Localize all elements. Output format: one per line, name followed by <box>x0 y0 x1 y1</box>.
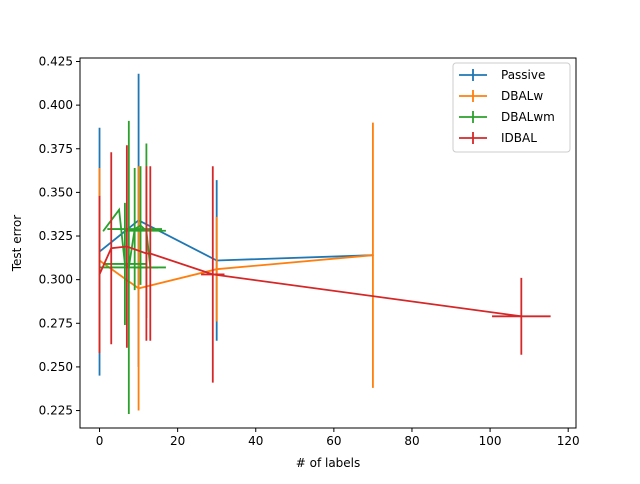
legend-label: DBALw <box>501 89 543 103</box>
y-tick-label: 0.375 <box>39 142 73 156</box>
data-point <box>520 315 523 318</box>
legend-item: Passive <box>459 68 545 82</box>
data-point <box>137 287 140 290</box>
data-point <box>139 224 142 227</box>
x-axis: 0 20 40 60 80 100 120 <box>96 428 580 448</box>
y-axis: 0.225 0.250 0.275 0.300 0.325 0.350 0.375 0.400… <box>39 54 80 418</box>
legend-item: IDBAL <box>459 131 537 145</box>
x-tick-label: 60 <box>326 434 341 448</box>
data-point <box>372 254 374 257</box>
x-tick-label: 20 <box>170 434 185 448</box>
data-point <box>145 252 148 255</box>
y-tick-label: 0.225 <box>39 404 73 418</box>
y-axis-label: Test error <box>10 215 24 273</box>
legend-label: IDBAL <box>501 131 537 145</box>
data-point <box>128 266 130 269</box>
data-point <box>126 245 128 248</box>
data-point <box>102 229 105 232</box>
legend-label: DBALwm <box>501 110 555 124</box>
data-point <box>118 209 120 211</box>
y-tick-label: 0.275 <box>39 316 73 330</box>
data-point <box>110 247 113 250</box>
y-tick-label: 0.325 <box>39 229 73 243</box>
x-tick-label: 0 <box>96 434 104 448</box>
legend-item: DBALwm <box>459 110 555 124</box>
legend-item: DBALw <box>459 89 543 103</box>
y-tick-label: 0.250 <box>39 360 73 374</box>
data-point <box>133 228 136 230</box>
data-point <box>124 263 126 265</box>
data-point <box>215 268 218 270</box>
x-tick-label: 80 <box>404 434 419 448</box>
data-point <box>149 252 152 255</box>
y-tick-label: 0.300 <box>39 273 73 287</box>
x-axis-label: # of labels <box>296 456 361 470</box>
data-point <box>211 273 214 276</box>
legend-box <box>452 62 571 153</box>
y-tick-label: 0.350 <box>39 185 73 199</box>
plot-marks <box>98 73 551 415</box>
data-point <box>98 273 101 276</box>
series-line <box>98 254 373 290</box>
y-tick-label: 0.425 <box>39 54 73 68</box>
series-line <box>98 219 373 262</box>
y-tick-label: 0.400 <box>39 98 73 112</box>
x-tick-label: 120 <box>557 434 580 448</box>
legend-label: Passive <box>501 68 545 82</box>
x-tick-label: 40 <box>248 434 263 448</box>
legend: Passive DBALw DBALwm IDBAL <box>452 62 571 153</box>
axes-frame <box>79 57 577 429</box>
series-idbal <box>98 145 551 383</box>
x-tick-label: 100 <box>479 434 502 448</box>
